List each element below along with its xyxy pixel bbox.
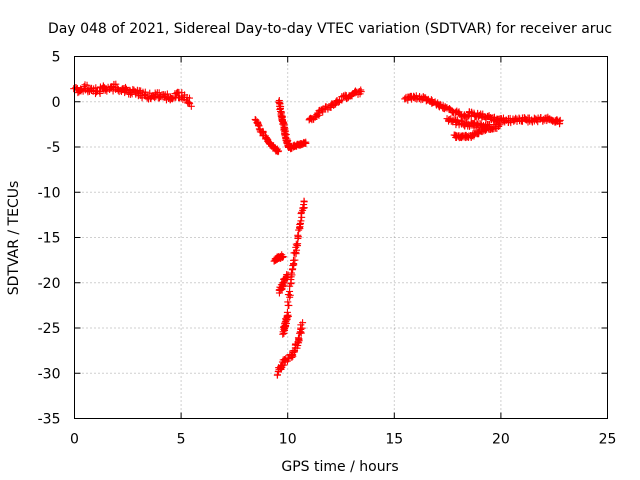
data-point [284, 271, 292, 279]
data-point [274, 371, 282, 379]
x-tick-labels: 0 5 10 15 20 25 [70, 432, 616, 448]
data-point [556, 116, 564, 124]
data-point [294, 233, 302, 241]
x-tick-label: 10 [279, 432, 297, 448]
y-axis-label: SDTVAR / TECUs [6, 181, 22, 296]
data-point [284, 313, 292, 321]
data-point [141, 88, 149, 96]
data-points [70, 80, 564, 379]
data-point [284, 298, 292, 306]
plot-frame [74, 56, 608, 419]
data-point [286, 291, 294, 299]
x-tick-label: 0 [70, 432, 79, 448]
data-point [280, 361, 288, 369]
data-point [454, 116, 462, 124]
data-point [495, 122, 503, 130]
y-tick-label: -35 [38, 412, 61, 428]
chart-title: Day 048 of 2021, Sidereal Day-to-day VTE… [48, 21, 612, 37]
x-tick-label: 5 [177, 432, 186, 448]
data-point [285, 302, 293, 310]
y-tick-labels: 5 0 -5 -10 -15 -20 -25 -30 -35 [38, 50, 61, 428]
y-tick-label: -5 [47, 140, 61, 156]
data-point [484, 125, 492, 133]
data-point [300, 197, 308, 205]
data-point [357, 88, 365, 96]
y-tick-label: -15 [38, 231, 61, 247]
data-point [285, 355, 293, 363]
y-tick-label: -25 [38, 321, 61, 337]
data-point [299, 319, 307, 327]
y-tick-label: 0 [52, 95, 61, 111]
data-point [96, 88, 104, 96]
data-point [112, 80, 120, 88]
data-point [163, 90, 171, 98]
data-point [300, 204, 308, 212]
data-point [279, 253, 287, 261]
data-point [274, 148, 282, 156]
data-point [277, 362, 285, 370]
data-point [187, 102, 195, 110]
data-point [297, 217, 305, 225]
y-tick-label: 5 [52, 50, 61, 66]
data-point [295, 335, 303, 343]
data-point [476, 120, 484, 128]
y-tick-label: -10 [38, 185, 61, 201]
data-point [556, 119, 564, 127]
data-point [290, 348, 298, 356]
data-point [507, 119, 515, 127]
x-tick-label: 20 [492, 432, 510, 448]
data-point [291, 256, 299, 264]
y-tick-label: -30 [38, 366, 61, 382]
data-point [280, 126, 288, 134]
data-point [459, 117, 467, 125]
grid [74, 56, 608, 419]
x-tick-label: 25 [599, 432, 617, 448]
data-point [101, 86, 109, 94]
data-point [464, 112, 472, 120]
axis-ticks [74, 56, 608, 419]
data-point [302, 138, 310, 146]
y-tick-label: -20 [38, 276, 61, 292]
x-axis-label: GPS time / hours [281, 459, 398, 475]
x-tick-label: 15 [385, 432, 403, 448]
data-point [334, 99, 342, 107]
data-point [338, 96, 346, 104]
data-point [122, 85, 130, 93]
data-point [92, 84, 100, 92]
